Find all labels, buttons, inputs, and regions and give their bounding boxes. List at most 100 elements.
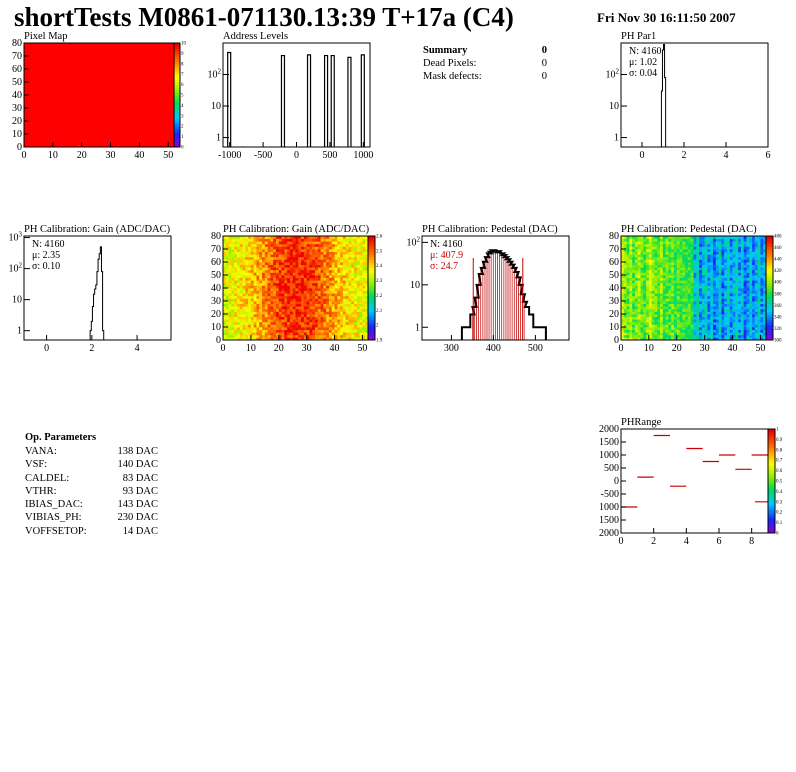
heatmap-cell [295,316,299,320]
heatmap-cell [690,238,694,242]
colorbar-cell [368,311,375,315]
heatmap-cell [654,329,658,333]
heatmap-cell [348,329,352,333]
stat-value: 0.10 [43,261,61,272]
heatmap-cell [301,298,305,302]
heatmap-cell [225,293,229,297]
heatmap-cell [696,243,700,247]
heatmap-cell [651,288,655,291]
heatmap-cell [657,280,661,284]
heatmap-cell [679,306,683,310]
heatmap-cell [651,316,655,320]
heatmap-cell [264,243,269,247]
heatmap-cell [289,269,294,273]
heatmap-cell [245,321,249,325]
heatmap-cell [256,293,260,297]
heatmap-cell [250,262,255,265]
heatmap-cell [337,316,341,320]
heatmap-cell [309,275,313,278]
heatmap-cell [648,337,653,341]
heatmap-cell [623,319,627,323]
heatmap-cell [334,290,338,294]
colorbar-cell [174,89,180,93]
heatmap-cell [668,236,672,239]
heatmap-cell [331,314,335,317]
heatmap-cell [640,321,644,325]
heatmap-cell [292,290,296,294]
heatmap-cell [309,246,313,250]
heatmap-cell [621,298,625,302]
heatmap-cell [668,332,672,336]
y-tick-label: 1000 [599,502,619,513]
colorbar-cell [174,102,180,106]
summary-value: 0 [541,70,547,82]
heatmap-cell [365,264,369,268]
heatmap-cell [262,314,266,317]
heatmap-cell [643,288,647,291]
heatmap-cell [223,238,227,242]
heatmap-cell [234,262,238,265]
heatmap-cell [623,282,627,286]
heatmap-cell [317,254,321,258]
heatmap-cell [348,238,352,242]
heatmap-cell [315,285,319,289]
heatmap-cell [660,295,664,299]
colorbar-cell [368,256,375,260]
heatmap-cell [312,329,316,333]
heatmap-cell [632,275,636,278]
heatmap-cell [231,243,235,247]
heatmap-cell [651,329,655,333]
heatmap-cell [298,321,302,325]
heatmap-cell [660,321,664,325]
heatmap-cell [356,334,361,338]
heatmap-cell [234,306,238,310]
heatmap-cell [676,249,680,252]
heatmap-cell [623,298,627,302]
heatmap-cell [278,267,282,271]
heatmap-cell [634,269,639,273]
colorbar-cell [174,95,180,99]
heatmap-cell [685,241,689,245]
heatmap-cell [281,290,285,294]
heatmap-cell [643,241,647,245]
heatmap-cell [640,332,644,336]
heatmap-cell [640,337,644,341]
heatmap-cell [264,332,269,336]
heatmap-cell [334,301,338,304]
heatmap-cell [690,256,694,260]
heatmap-cell [323,282,327,286]
heatmap-cell [292,243,296,247]
heatmap-cell [632,311,636,315]
heatmap-cell [231,238,235,242]
heatmap-cell [259,254,263,258]
heatmap-cell [682,306,686,310]
heatmap-cell [295,311,299,315]
heatmap-cell [328,337,333,341]
heatmap-cell [646,285,650,289]
heatmap-cell [295,267,299,271]
colorbar-cell [174,69,180,73]
heatmap-cell [292,311,296,315]
heatmap-cell [225,269,229,273]
heatmap-cell [284,254,288,258]
heatmap-cell [651,236,655,239]
heatmap-cell [662,269,667,273]
heatmap-cell [693,277,697,281]
heatmap-cell [682,262,686,265]
tick-label: 1 [17,326,22,337]
colorbar-cell [174,79,180,83]
heatmap-cell [685,238,689,242]
heatmap-cell [623,306,627,310]
heatmap-cell [673,282,678,286]
heatmap-cell [323,308,327,312]
heatmap-cell [239,251,243,255]
heatmap-cell [662,295,667,299]
heatmap-cell [275,277,280,281]
heatmap-cell [668,272,672,276]
heatmap-cell [312,246,316,250]
heatmap-cell [236,327,241,330]
heatmap-cell [654,280,658,284]
heatmap-cell [259,241,263,245]
heatmap-cell [334,303,338,307]
heatmap-cell [331,337,335,341]
